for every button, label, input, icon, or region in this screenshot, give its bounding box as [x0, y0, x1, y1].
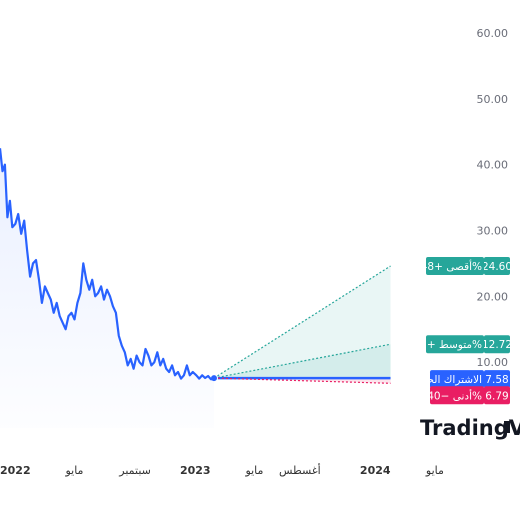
watermark-text: TradingView	[420, 416, 520, 440]
watermark-logo-mark	[504, 421, 510, 433]
y-tick-label: 60.00	[477, 27, 509, 40]
callout-label-high: أقصى +224.48%	[397, 259, 482, 273]
price-series-line	[0, 148, 215, 381]
x-tick-label: أغسطس	[279, 463, 321, 477]
y-tick-label: 40.00	[477, 159, 509, 172]
price-tag-avg	[484, 335, 510, 354]
forecast-average-line	[213, 343, 391, 379]
forecast-high-line	[213, 265, 391, 379]
callout-box-current	[430, 370, 484, 389]
price-area-fill	[0, 148, 214, 428]
price-area	[0, 148, 214, 428]
y-tick-label: 10.00	[477, 356, 509, 369]
x-axis: 2022 مايو سبتمبر 2023 مايو أغسطس 2024 مايو	[0, 463, 444, 477]
callout-label-avg: متوسط +67.82%	[397, 339, 482, 351]
forecast-low-line	[213, 377, 391, 384]
callout-label-current: الاشتراك الحالي	[412, 374, 482, 386]
price-tag-high	[484, 257, 510, 276]
callout-box-high	[426, 257, 484, 276]
forecast-mid-band	[214, 344, 391, 379]
price-tag-label-low: 6.79	[485, 390, 508, 402]
price-tag-current	[484, 370, 510, 389]
callout-label-low: أدنى −10.40%	[411, 388, 482, 402]
x-tick-label: مايو	[244, 464, 263, 477]
x-tick-label: سبتمبر	[118, 464, 151, 477]
x-tick-label: 2023	[180, 464, 211, 477]
price-tag-label-avg: 12.72	[482, 339, 512, 351]
callout-box-low	[430, 386, 484, 405]
x-tick-label: 2022	[0, 464, 31, 477]
price-axis-tags: 24.60 12.72 7.58 6.79	[482, 257, 512, 405]
x-tick-label: مايو	[425, 464, 444, 477]
callout-box-avg	[426, 335, 484, 354]
y-axis: 60.00 50.00 40.00 30.00 20.00 10.00	[477, 27, 509, 369]
y-tick-label: 20.00	[477, 290, 509, 303]
y-tick-label: 50.00	[477, 93, 509, 106]
price-tag-label-high: 24.60	[482, 261, 512, 273]
tradingview-watermark: TradingView	[420, 416, 520, 440]
x-tick-label: مايو	[64, 464, 83, 477]
price-tag-label-current: 7.58	[485, 374, 508, 386]
y-tick-label: 30.00	[477, 224, 509, 237]
forecast-projection	[210, 265, 391, 384]
price-line	[0, 148, 215, 381]
forecast-callouts: أقصى +224.48% متوسط +67.82% الاشتراك الحال…	[397, 257, 484, 405]
x-tick-label: 2024	[360, 464, 391, 477]
price-tag-low	[484, 386, 510, 405]
